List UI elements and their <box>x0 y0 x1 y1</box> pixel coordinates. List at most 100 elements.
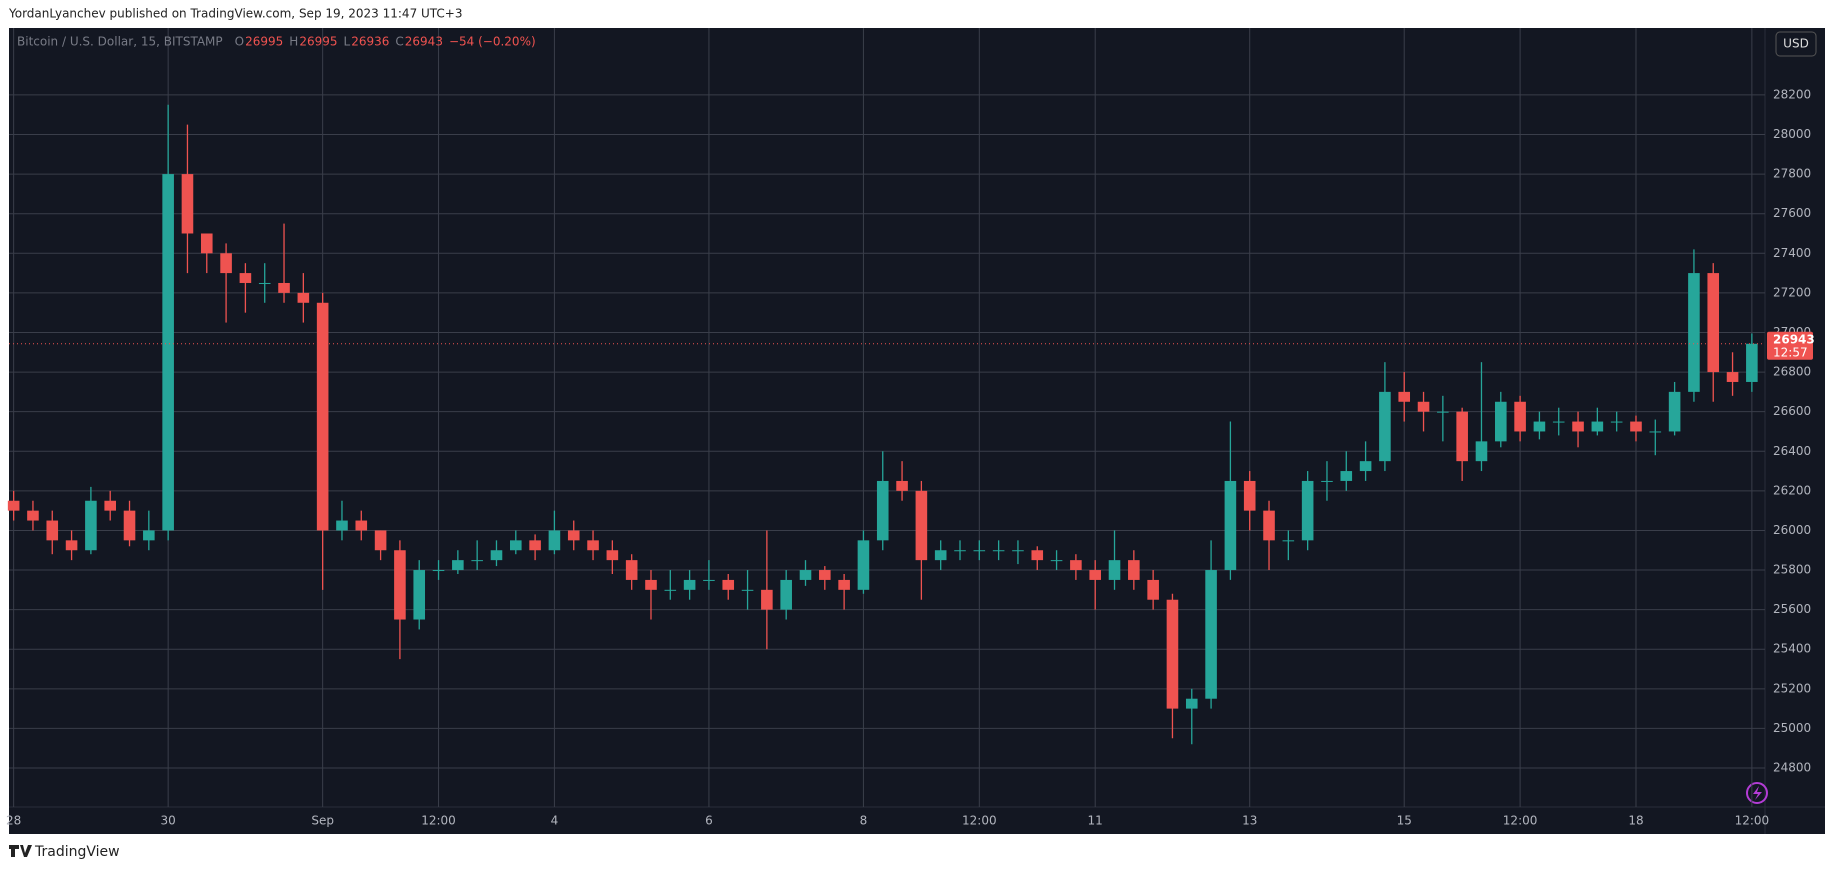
x-tick-label: 18 <box>1628 814 1643 828</box>
candle-body <box>1649 431 1662 433</box>
footer-brand: TradingView <box>34 844 120 860</box>
candle-body <box>625 560 638 580</box>
candle-body <box>703 579 715 581</box>
y-tick-label: 27200 <box>1773 285 1811 299</box>
candle-body <box>1533 421 1546 432</box>
candle-body <box>355 520 368 531</box>
currency[interactable]: USD <box>1783 37 1809 51</box>
candle-body <box>1456 411 1468 462</box>
candle-body <box>838 579 850 590</box>
x-tick-label: 13 <box>1242 814 1257 828</box>
candle-body <box>46 520 59 541</box>
ohlc-label: L <box>344 35 351 49</box>
ohlc-value: 26943 <box>405 35 443 49</box>
candle-body <box>452 560 464 571</box>
currency-button[interactable] <box>1775 31 1817 57</box>
candle-body <box>200 233 213 254</box>
candle-body <box>1707 273 1720 373</box>
candle-body <box>1128 560 1140 580</box>
x-tick-label: 6 <box>705 814 713 828</box>
x-tick-label: 11 <box>1088 814 1103 828</box>
candle-body <box>316 302 329 531</box>
candle-body <box>1321 480 1333 482</box>
x-tick-label: 30 <box>161 814 176 828</box>
y-tick-label: 25000 <box>1773 721 1811 735</box>
y-tick-label: 25600 <box>1773 602 1811 616</box>
candle-body <box>336 520 348 531</box>
x-tick-label: 12:00 <box>1503 814 1538 828</box>
candle-body <box>509 540 522 551</box>
candle-body <box>1012 550 1024 552</box>
candle-body <box>606 550 619 561</box>
last-price: 26943 <box>1773 332 1815 346</box>
candle-body <box>181 174 194 234</box>
candle-body <box>1050 560 1063 562</box>
x-tick-label: 8 <box>860 814 868 828</box>
candle-body <box>934 550 947 561</box>
y-tick-label: 28000 <box>1773 127 1811 141</box>
ohlc-label: O <box>235 35 244 49</box>
candle-body <box>896 480 908 491</box>
candle-body <box>799 570 812 580</box>
y-tick-label: 25400 <box>1773 642 1811 656</box>
ohlc-label: H <box>289 35 298 49</box>
candle-body <box>143 530 155 541</box>
candle-body <box>1726 372 1739 382</box>
candle-body <box>1514 401 1526 432</box>
ohlc-label: C <box>395 35 403 49</box>
candle-body <box>567 530 580 541</box>
y-tick-label: 26800 <box>1773 365 1811 379</box>
candle-body <box>664 589 677 591</box>
y-tick-label: 26400 <box>1773 444 1811 458</box>
ohlc-value: 26995 <box>299 35 337 49</box>
candle-body <box>1688 273 1700 392</box>
candle-body <box>915 490 928 561</box>
candle-body <box>1417 401 1430 412</box>
candle-body <box>471 560 483 562</box>
candle-body <box>1031 550 1044 561</box>
x-tick-label: 12:00 <box>962 814 997 828</box>
candle-body <box>992 550 1005 552</box>
candle-body <box>1185 698 1198 709</box>
y-tick-label: 27400 <box>1773 246 1811 260</box>
candle-body <box>819 570 831 580</box>
tv-logo <box>9 845 32 857</box>
candle-body <box>1437 411 1449 413</box>
y-tick-label: 26600 <box>1773 404 1811 418</box>
candle-body <box>761 589 773 610</box>
y-tick-label: 25800 <box>1773 563 1811 577</box>
countdown: 12:57 <box>1773 345 1808 359</box>
chart-panel <box>9 28 1825 834</box>
y-tick-label: 27800 <box>1773 167 1811 181</box>
lightning-icon[interactable] <box>1746 782 1768 804</box>
x-tick-label: 28 <box>6 814 21 828</box>
candle-body <box>1398 391 1411 402</box>
ohlc-value: 26995 <box>245 35 283 49</box>
candle-body <box>85 500 97 551</box>
candle-body <box>1379 391 1391 462</box>
y-tick-label: 27600 <box>1773 206 1811 220</box>
grid <box>9 28 1765 807</box>
candle-body <box>1591 421 1604 432</box>
candle-body <box>278 282 290 293</box>
x-tick-label: 12:00 <box>421 814 456 828</box>
candle-body <box>780 579 792 610</box>
candle-body <box>1552 421 1565 423</box>
candle-body <box>1243 480 1256 511</box>
candle-body <box>104 500 116 511</box>
candle-body <box>876 480 889 541</box>
candle-body <box>857 540 870 590</box>
last-price-box <box>1767 331 1813 360</box>
candle-body <box>162 174 174 531</box>
candle-body <box>973 550 986 552</box>
x-tick-label: Sep <box>311 814 334 828</box>
candle-body <box>239 273 252 283</box>
candle-body <box>722 579 735 590</box>
y-tick-label: 25200 <box>1773 681 1811 695</box>
candle-body <box>1630 421 1642 432</box>
candle-body <box>432 570 445 572</box>
candle-body <box>645 579 657 590</box>
y-tick-label: 26000 <box>1773 523 1811 537</box>
candle-body <box>1089 570 1101 580</box>
